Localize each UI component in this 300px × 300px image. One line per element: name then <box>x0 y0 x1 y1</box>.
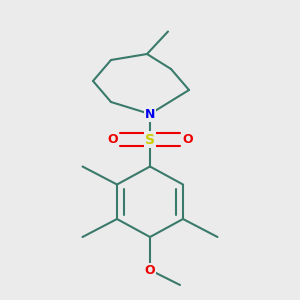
Text: N: N <box>145 107 155 121</box>
Text: O: O <box>145 263 155 277</box>
Text: O: O <box>182 133 193 146</box>
Text: O: O <box>107 133 118 146</box>
Text: S: S <box>145 133 155 146</box>
